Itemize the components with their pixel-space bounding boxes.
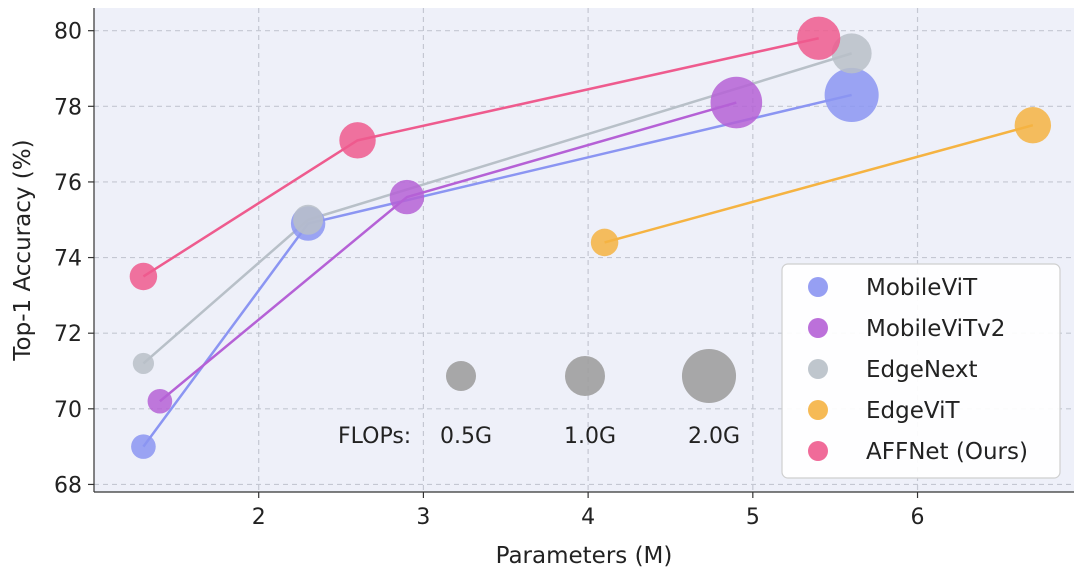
edgenext-point	[132, 352, 155, 375]
grid	[94, 8, 1074, 492]
series-legend: MobileViT MobileViTv2 EdgeNext EdgeViT AFFNe…	[781, 263, 1061, 479]
flops-legend-label: FLOPs:	[338, 424, 411, 449]
x-tick-label: 4	[581, 505, 595, 530]
y-tick-label: 72	[54, 322, 82, 347]
legend-marker	[808, 318, 828, 338]
mobilevit-point	[824, 67, 879, 123]
edgenext-point	[831, 33, 872, 74]
legend-box	[781, 263, 1061, 479]
flops-size-label: 1.0G	[564, 424, 616, 449]
legend-entry-label: EdgeViT	[866, 398, 961, 424]
x-axis-title: Parameters (M)	[496, 543, 673, 569]
axis-ticks: 2 3 4 5 6 68 70 72 74 76 78 80	[54, 8, 1074, 530]
x-tick-label: 3	[416, 505, 430, 530]
flops-size-marker	[565, 356, 605, 396]
affnet-ours-point	[129, 262, 158, 291]
mobilevit-point	[131, 434, 156, 459]
edgevit-point	[590, 228, 619, 257]
y-tick-label: 76	[54, 171, 82, 196]
flops-size-marker	[681, 348, 737, 404]
flops-size-marker	[445, 360, 477, 392]
mobilevitv2-point	[147, 388, 173, 414]
legend-marker	[808, 277, 828, 297]
series-markers	[129, 16, 1052, 459]
legend-marker	[808, 441, 828, 461]
x-tick-label: 6	[911, 505, 925, 530]
edgevit-line	[604, 124, 1034, 244]
legend-marker	[808, 359, 828, 379]
y-tick-label: 70	[54, 398, 82, 423]
legend-entry-label: MobileViT	[866, 275, 978, 301]
flops-size-label: 2.0G	[688, 424, 740, 449]
legend-entry-label: MobileViTv2	[866, 316, 1005, 342]
mobilevitv2-point	[710, 76, 763, 129]
y-tick-label: 78	[54, 95, 82, 120]
x-tick-label: 2	[252, 505, 266, 530]
y-axis-title: Top-1 Accuracy (%)	[10, 139, 36, 361]
edgenext-point	[293, 204, 324, 235]
flops-size-label: 0.5G	[440, 424, 492, 449]
y-tick-label: 68	[54, 473, 82, 498]
y-tick-label: 74	[54, 247, 82, 272]
affnet-ours-point	[797, 16, 841, 60]
legend-entry-label: EdgeNext	[866, 357, 977, 383]
legend-marker	[808, 400, 828, 420]
mobilevitv2-point	[389, 179, 425, 215]
legend-entry-label: AFFNet (Ours)	[866, 439, 1028, 465]
y-tick-label: 80	[54, 20, 82, 45]
affnet-ours-point	[339, 122, 376, 159]
edgevit-point	[1014, 107, 1052, 144]
flops-size-legend: FLOPs: 0.5G 1.0G 2.0G	[338, 348, 740, 449]
x-tick-label: 5	[746, 505, 760, 530]
